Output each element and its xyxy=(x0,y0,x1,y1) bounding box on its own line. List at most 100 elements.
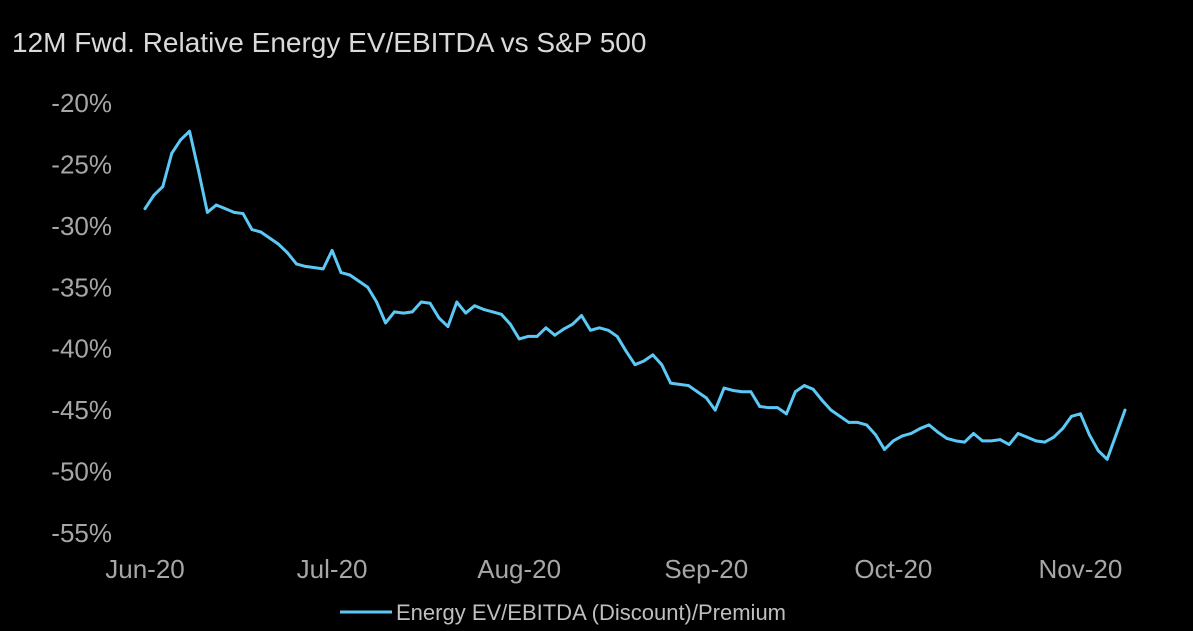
data-point xyxy=(464,311,468,315)
data-point xyxy=(286,251,289,255)
data-point xyxy=(963,440,967,444)
data-point xyxy=(847,421,851,424)
data-point xyxy=(268,236,272,240)
data-point xyxy=(179,138,183,142)
data-point xyxy=(909,432,913,435)
data-point xyxy=(981,439,984,443)
data-point xyxy=(393,310,396,314)
data-point xyxy=(517,337,521,341)
data-point xyxy=(900,434,904,438)
data-point xyxy=(660,363,664,367)
data-point xyxy=(713,408,717,412)
data-point xyxy=(936,430,940,434)
data-point xyxy=(589,328,592,332)
data-point xyxy=(339,271,343,274)
data-point xyxy=(785,412,788,416)
data-point xyxy=(580,314,583,317)
data-point xyxy=(241,212,245,215)
data-point xyxy=(624,349,628,353)
data-point xyxy=(143,207,147,211)
y-tick-label: -35% xyxy=(51,272,112,302)
data-point xyxy=(865,423,869,427)
legend-label: Energy EV/EBITDA (Discount)/Premium xyxy=(396,600,786,625)
y-tick-label: -50% xyxy=(51,457,112,487)
data-point xyxy=(197,169,200,172)
data-point xyxy=(170,151,174,155)
x-tick-label: Oct-20 xyxy=(854,554,932,584)
data-point xyxy=(482,308,485,311)
data-point xyxy=(303,265,307,268)
data-point xyxy=(401,311,405,315)
data-point xyxy=(473,304,477,308)
data-point xyxy=(856,421,860,424)
data-point xyxy=(205,210,209,214)
data-point xyxy=(250,228,254,231)
data-point xyxy=(1114,433,1118,437)
data-point xyxy=(954,439,958,443)
data-point xyxy=(820,398,824,402)
data-point xyxy=(883,448,886,451)
chart-title: 12M Fwd. Relative Energy EV/EBITDA vs S&… xyxy=(12,27,646,58)
data-point xyxy=(1070,414,1073,418)
data-point xyxy=(1007,443,1011,446)
data-point xyxy=(642,359,646,363)
data-point xyxy=(1052,435,1056,439)
data-point xyxy=(428,301,432,305)
data-point xyxy=(829,408,833,412)
data-point xyxy=(357,279,361,283)
data-point xyxy=(232,210,236,214)
data-point xyxy=(945,437,949,440)
x-tick-label: Jun-20 xyxy=(105,554,185,584)
data-point xyxy=(571,322,575,326)
data-point xyxy=(695,390,699,394)
data-point xyxy=(731,389,735,392)
data-point xyxy=(998,438,1002,442)
data-point xyxy=(259,230,263,234)
data-point xyxy=(615,335,619,338)
energy-ev-ebitda-series-line xyxy=(143,129,1127,461)
data-point xyxy=(1016,432,1020,435)
data-point xyxy=(972,432,975,435)
data-point xyxy=(597,326,601,330)
data-point xyxy=(651,353,655,357)
data-point xyxy=(1043,440,1047,444)
data-point xyxy=(437,316,441,320)
x-tick-label: Sep-20 xyxy=(664,554,748,584)
data-point xyxy=(312,266,316,270)
data-point xyxy=(776,406,779,410)
data-point xyxy=(526,335,530,338)
data-point xyxy=(544,326,548,330)
data-point xyxy=(553,333,557,337)
data-point xyxy=(384,321,387,325)
y-tick-label: -45% xyxy=(51,395,112,425)
data-point xyxy=(535,335,539,338)
data-point xyxy=(330,249,334,252)
data-point xyxy=(562,327,566,331)
data-point xyxy=(223,207,227,211)
data-point xyxy=(508,322,512,326)
data-point xyxy=(740,390,744,394)
data-point xyxy=(802,384,806,387)
data-point xyxy=(366,285,370,289)
data-point xyxy=(446,325,450,328)
data-point xyxy=(989,439,993,443)
data-point xyxy=(874,433,877,437)
y-tick-label: -30% xyxy=(51,211,112,241)
x-tick-label: Aug-20 xyxy=(477,554,561,584)
data-point xyxy=(918,427,922,430)
y-tick-label: -40% xyxy=(51,334,112,364)
data-point xyxy=(214,203,218,207)
data-point xyxy=(669,381,673,385)
data-point xyxy=(758,405,762,408)
data-point xyxy=(1061,427,1065,430)
data-point xyxy=(455,300,459,304)
data-point xyxy=(927,423,931,427)
data-point xyxy=(838,414,842,418)
data-point xyxy=(767,406,771,410)
data-point xyxy=(891,439,895,443)
data-point xyxy=(161,185,165,188)
y-axis: -20% -25% -30% -35% -40% -45% -50% -55% xyxy=(51,88,112,548)
data-point xyxy=(1123,408,1127,412)
data-point xyxy=(410,310,414,314)
